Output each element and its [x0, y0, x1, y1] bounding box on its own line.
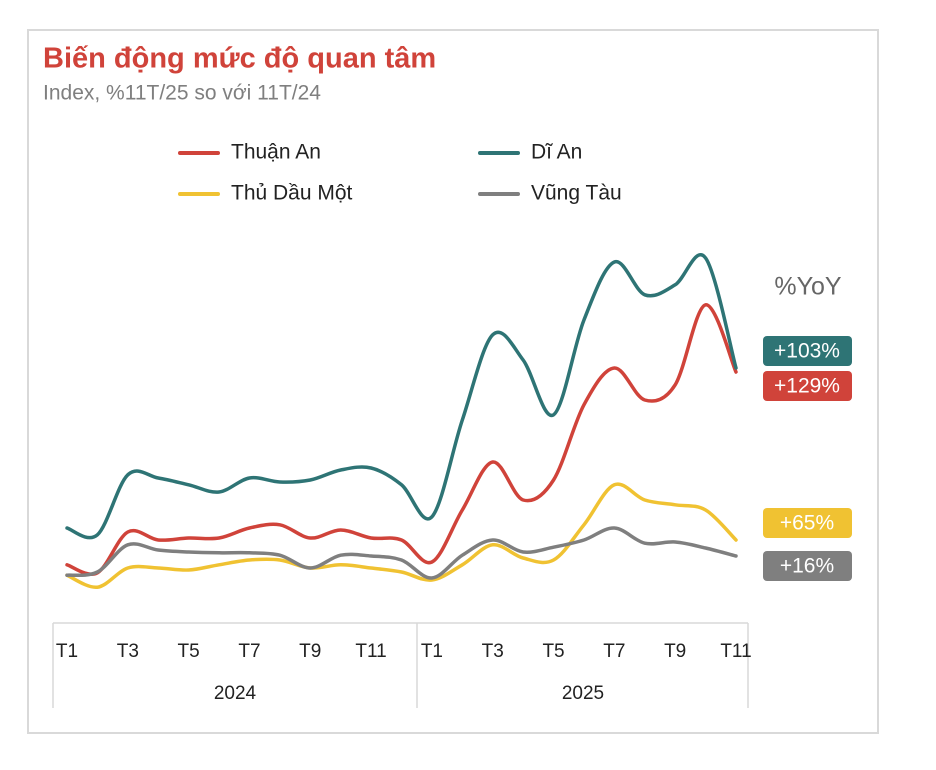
yoy-label: +16%: [780, 555, 834, 578]
yoy-badge: [763, 551, 852, 581]
x-group-label: 2025: [562, 683, 604, 704]
x-tick-label: T5: [178, 641, 200, 662]
legend-label: Dĩ An: [531, 141, 582, 164]
x-tick-label: T11: [355, 641, 386, 662]
chart-subtitle: Index, %11T/25 so với 11T/24: [43, 82, 321, 105]
x-tick-label: T5: [542, 641, 564, 662]
x-tick-label: T9: [664, 641, 686, 662]
x-tick-label: T3: [117, 641, 139, 662]
yoy-title: %YoY: [774, 273, 842, 301]
yoy-label: +65%: [780, 512, 834, 535]
series-line: [65, 482, 738, 589]
card: [27, 29, 879, 734]
series-line: [65, 253, 738, 540]
yoy-badge: [763, 336, 852, 366]
x-tick-label: T1: [56, 641, 78, 662]
x-axis-frame: [52, 622, 749, 708]
yoy-badge: [763, 508, 852, 538]
x-tick-label: T1: [421, 641, 443, 662]
yoy-label: +129%: [774, 375, 840, 398]
yoy-badge: [763, 371, 852, 401]
legend-label: Thủ Dầu Một: [231, 182, 353, 205]
x-tick-label: T11: [720, 641, 751, 662]
x-group-label: 2024: [214, 683, 257, 704]
x-tick-label: T3: [482, 641, 504, 662]
chart-title: Biến động mức độ quan tâm: [43, 43, 436, 75]
series-line: [65, 526, 738, 580]
series-line: [65, 303, 738, 576]
x-tick-label: T9: [299, 641, 321, 662]
yoy-label: +103%: [774, 340, 840, 363]
x-tick-label: T7: [603, 641, 625, 662]
legend-label: Thuận An: [231, 141, 321, 164]
x-tick-label: T7: [238, 641, 260, 662]
legend-label: Vũng Tàu: [531, 182, 622, 205]
